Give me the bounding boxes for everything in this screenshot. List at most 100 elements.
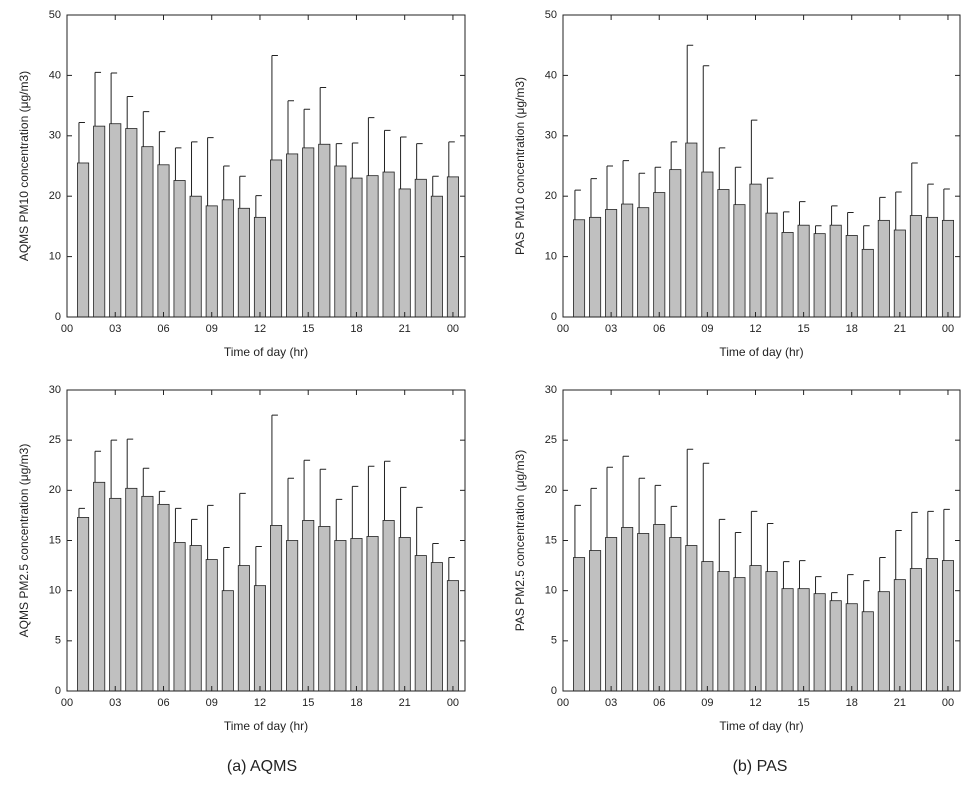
bar <box>125 128 138 318</box>
y-tick-label: 30 <box>49 130 61 142</box>
x-tick-label: 06 <box>653 323 665 335</box>
error-bar <box>126 96 134 129</box>
error-bar <box>432 175 439 197</box>
y-tick-label: 5 <box>55 635 61 647</box>
bar <box>605 209 618 318</box>
bar <box>446 176 459 318</box>
bar <box>797 224 810 318</box>
bar <box>621 203 634 318</box>
y-tick-label: 50 <box>49 9 61 21</box>
bar <box>669 169 682 318</box>
error-bar <box>606 466 614 538</box>
y-tick-label: 30 <box>49 384 61 396</box>
error-bar <box>766 522 774 572</box>
y-tick-label: 20 <box>545 484 557 496</box>
error-bar <box>303 459 311 521</box>
error-bar <box>335 143 343 166</box>
bar <box>173 180 186 318</box>
bar <box>125 487 138 692</box>
bar <box>925 216 938 318</box>
error-bar <box>670 505 678 538</box>
error-bar <box>606 165 614 210</box>
bar <box>77 162 90 318</box>
y-axis-label: PAS PM10 concentration (μg/m3) <box>513 77 527 255</box>
error-bar <box>319 468 327 527</box>
error-bar <box>416 506 423 556</box>
error-bar <box>734 166 742 205</box>
error-bar <box>943 508 950 561</box>
error-bar <box>782 561 790 589</box>
x-tick-label: 12 <box>254 323 266 335</box>
bar <box>765 571 778 692</box>
bar <box>605 537 618 692</box>
bar <box>446 580 459 692</box>
y-tick-label: 25 <box>545 434 557 446</box>
error-bar <box>815 225 822 234</box>
bar <box>414 178 427 318</box>
error-bar <box>223 547 230 591</box>
x-tick-label: 18 <box>350 323 362 335</box>
bar <box>685 142 698 318</box>
error-bar <box>416 143 423 180</box>
bar <box>877 219 890 318</box>
bar <box>318 143 331 318</box>
y-tick-label: 10 <box>545 251 557 263</box>
x-tick-label: 21 <box>399 323 411 335</box>
y-tick-label: 0 <box>551 685 557 697</box>
bar <box>270 159 283 318</box>
error-bar <box>847 212 854 236</box>
error-bar <box>702 65 710 173</box>
bar <box>749 565 762 692</box>
bar <box>717 189 730 318</box>
x-tick-label: 09 <box>701 697 713 709</box>
error-bar <box>911 511 918 569</box>
error-bar <box>448 141 455 177</box>
bar <box>701 561 714 692</box>
bar <box>909 568 922 692</box>
error-bar <box>287 477 295 541</box>
bar <box>173 542 186 692</box>
x-tick-label: 18 <box>350 697 362 709</box>
bar <box>398 188 411 318</box>
bar <box>205 205 218 318</box>
error-bar <box>686 448 694 546</box>
x-tick-label: 00 <box>557 323 569 335</box>
y-axis-label: AQMS PM2.5 concentration (μg/m3) <box>17 444 31 638</box>
y-tick-label: 15 <box>49 534 61 546</box>
error-bar <box>239 492 246 566</box>
error-bar <box>670 141 678 170</box>
bar <box>253 585 266 692</box>
bar <box>669 537 682 692</box>
bar <box>861 611 874 692</box>
bar <box>941 219 954 318</box>
bar <box>157 164 170 318</box>
bar <box>189 545 202 692</box>
bar <box>813 233 826 318</box>
error-bar <box>734 531 742 578</box>
error-bar <box>110 72 118 124</box>
error-bar <box>94 450 102 483</box>
error-bar <box>879 196 886 221</box>
y-axis-label: PAS PM2.5 concentration (μg/m3) <box>513 450 527 631</box>
x-tick-label: 00 <box>942 697 954 709</box>
bar <box>93 481 106 692</box>
x-tick-label: 15 <box>797 697 809 709</box>
bar <box>861 248 874 318</box>
error-bar <box>686 44 694 144</box>
bar <box>589 550 602 692</box>
bar <box>749 183 762 318</box>
bar <box>189 195 202 318</box>
x-tick-label: 00 <box>942 323 954 335</box>
plot-frame <box>562 14 961 318</box>
bar <box>221 199 234 318</box>
bar <box>366 175 379 318</box>
bar <box>350 538 363 692</box>
bar <box>877 591 890 692</box>
x-tick-label: 00 <box>557 697 569 709</box>
bar <box>286 540 299 692</box>
error-bar <box>367 117 375 176</box>
x-axis-label: Time of day (hr) <box>224 345 308 359</box>
bar <box>733 577 746 692</box>
bar <box>382 520 395 692</box>
